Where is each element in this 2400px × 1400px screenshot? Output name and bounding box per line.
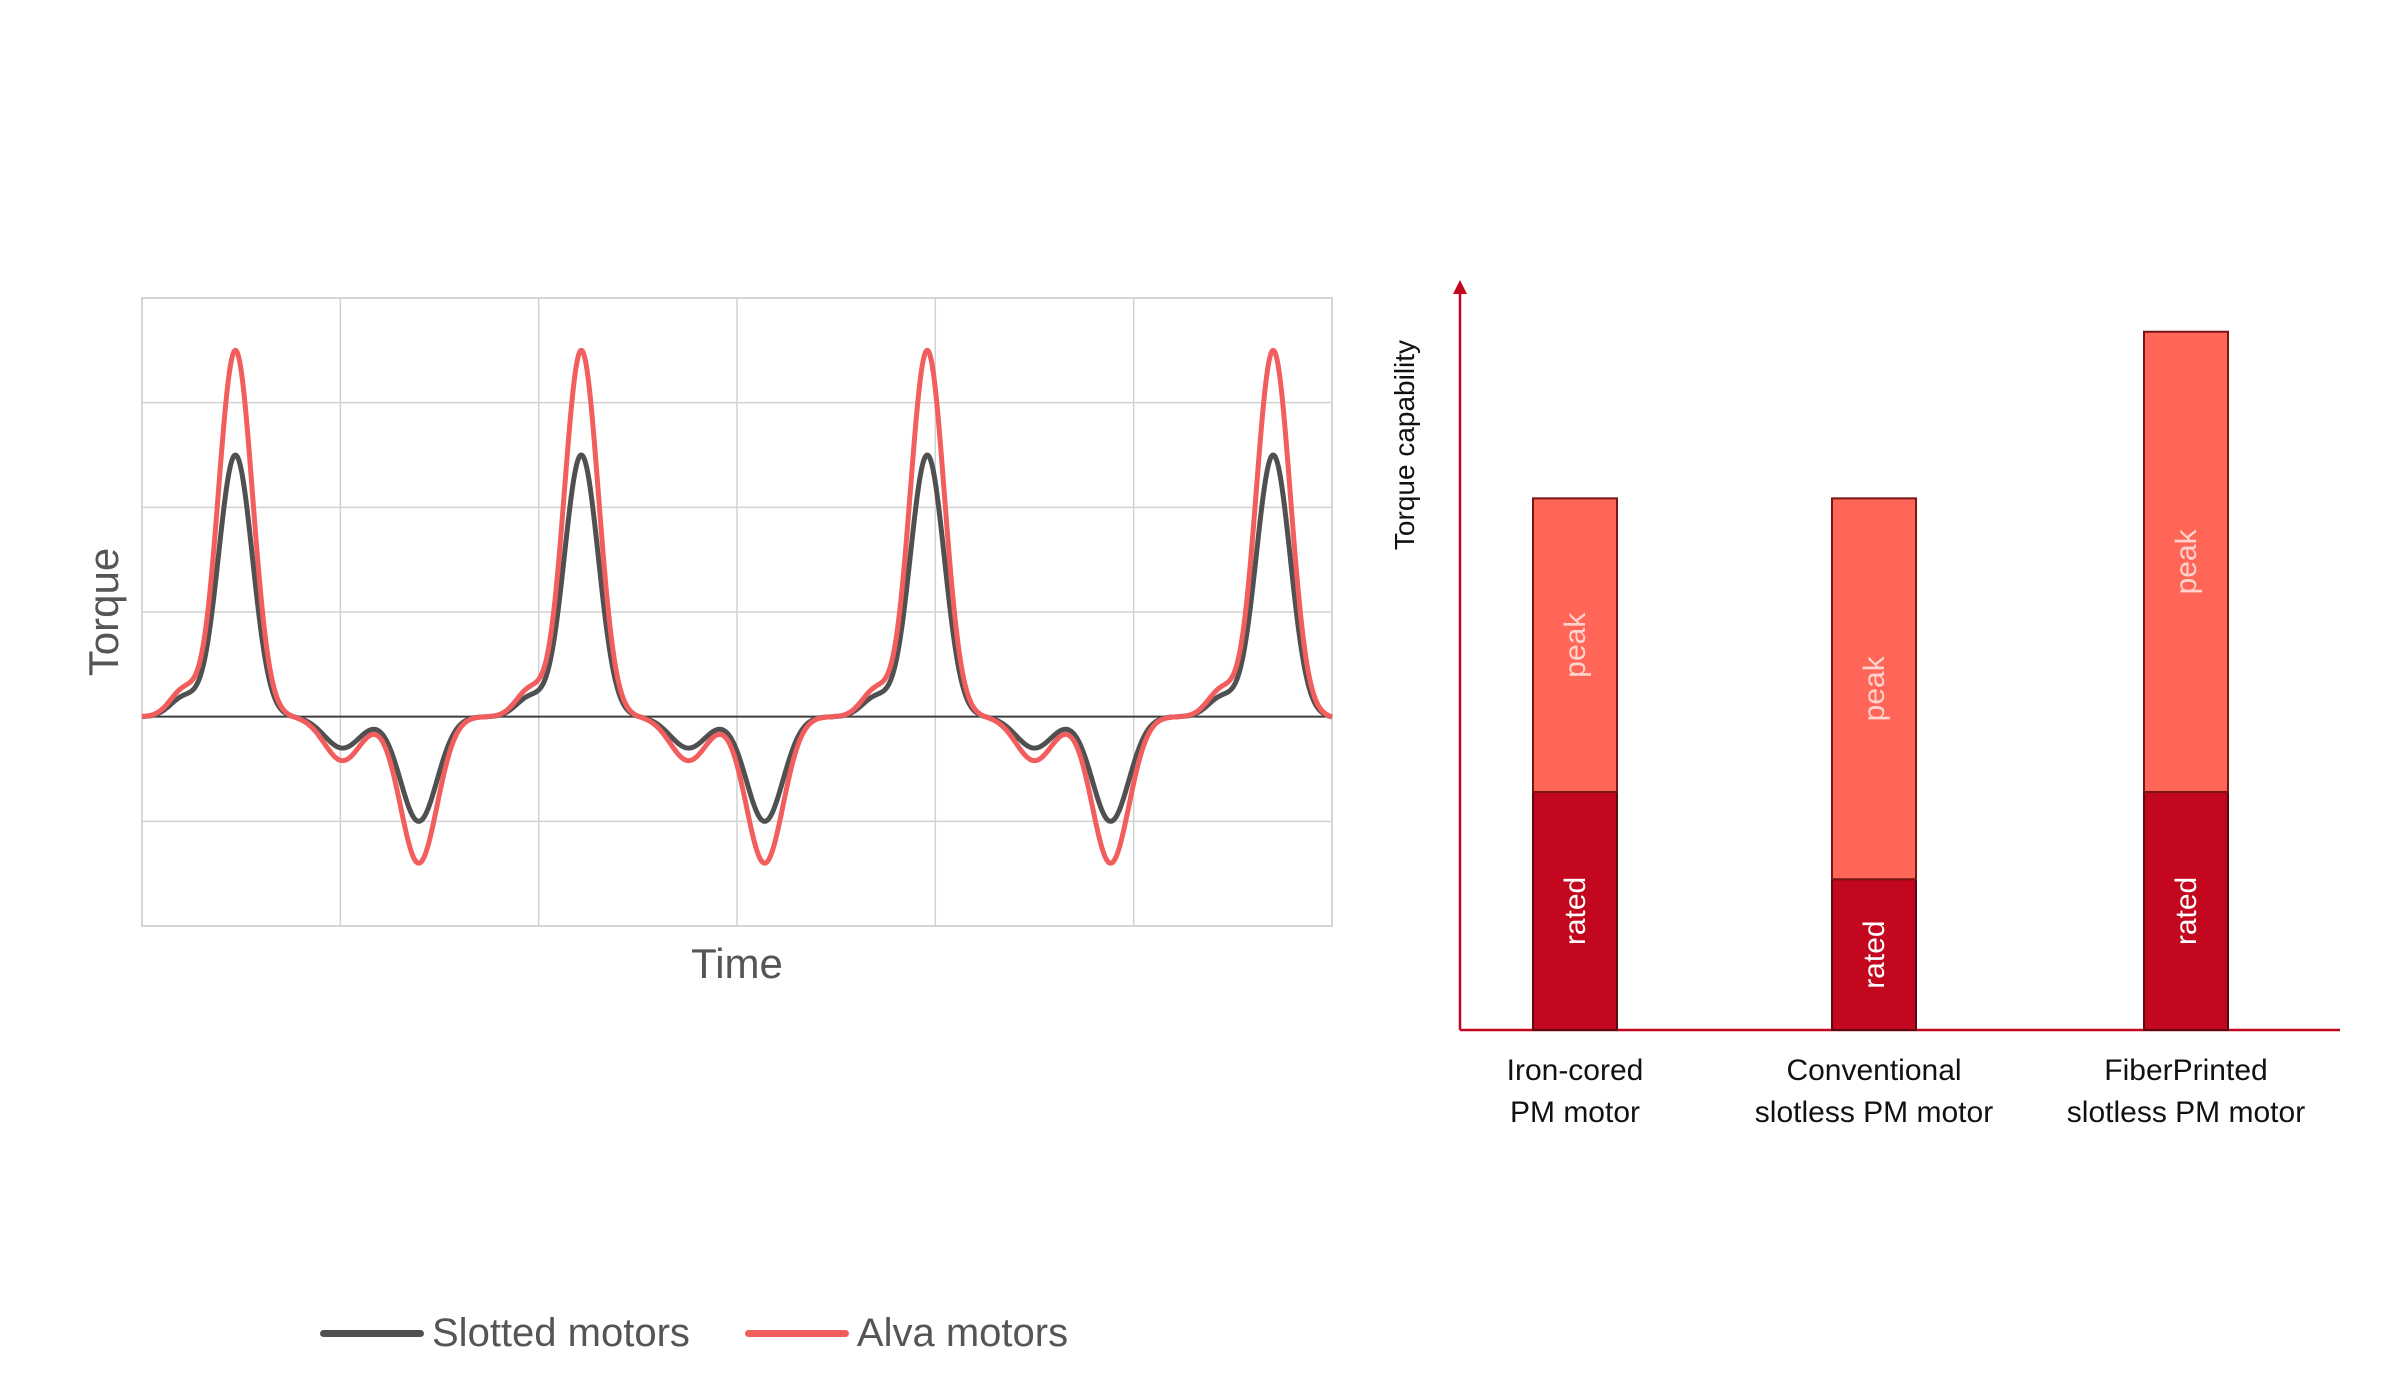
bar-rated-segment xyxy=(2143,790,2229,1032)
y-axis-label: Torque capability xyxy=(1389,340,1420,550)
bar-rated-label: rated xyxy=(2170,877,2203,945)
bar-peak-label: peak xyxy=(2170,528,2203,594)
legend-item-slotted: Slotted motors xyxy=(320,1311,690,1356)
bar-peak-segment xyxy=(1831,497,1917,881)
line-chart-legend: Slotted motors Alva motors xyxy=(320,1303,1068,1363)
line-chart-svg: Time Torque xyxy=(80,297,1334,987)
bar-rated-segment xyxy=(1532,790,1618,1032)
bar-peak-label: peak xyxy=(1559,612,1592,678)
bar-rated-label: rated xyxy=(1858,920,1891,988)
legend-label-alva: Alva motors xyxy=(856,1310,1069,1355)
category-label: PM motor xyxy=(1510,1096,1640,1129)
bar-rated-segment xyxy=(1831,878,1917,1031)
series-line-alva xyxy=(140,347,1334,866)
bar-peak-segment xyxy=(2143,330,2229,793)
bar-rated-label: rated xyxy=(1559,877,1592,945)
torque-capability-chart: Torque capability rated peak Iron-cored PM m… xyxy=(1380,240,2360,1160)
x-axis-label: Time xyxy=(691,940,783,987)
category-label: Conventional xyxy=(1786,1054,1961,1087)
bar-chart-svg: Torque capability rated peak Iron-cored PM m… xyxy=(1389,280,2340,1129)
bar-peak-label: peak xyxy=(1858,655,1891,721)
bar-peak-segment xyxy=(1532,497,1618,793)
legend-item-alva: Alva motors xyxy=(744,1310,1069,1356)
torque-time-chart: Time Torque Slotted motors Alva motors xyxy=(40,240,1370,1355)
legend-label-slotted: Slotted motors xyxy=(432,1310,690,1355)
y-axis-label: Torque xyxy=(80,548,127,676)
series-line-slotted xyxy=(140,452,1334,824)
category-label: slotless PM motor xyxy=(2067,1096,2305,1129)
legend-swatch-alva xyxy=(744,1329,849,1337)
category-label: FiberPrinted xyxy=(2104,1054,2267,1087)
category-label: slotless PM motor xyxy=(1755,1096,1993,1129)
legend-swatch-slotted xyxy=(320,1329,424,1337)
y-axis-arrow-icon xyxy=(1453,280,1467,294)
category-label: Iron-cored xyxy=(1507,1054,1644,1087)
